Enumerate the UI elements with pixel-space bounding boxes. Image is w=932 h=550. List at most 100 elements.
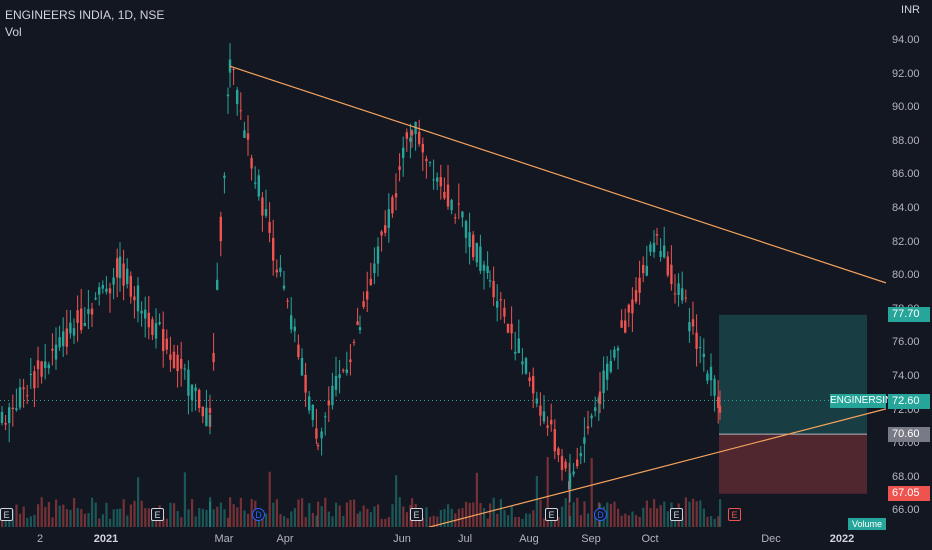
candle-body[interactable] (101, 285, 104, 289)
candle-body[interactable] (22, 387, 25, 390)
candle-body[interactable] (223, 175, 226, 178)
candle-body[interactable] (334, 375, 338, 390)
candle-body[interactable] (72, 328, 76, 336)
candle-body[interactable] (36, 360, 40, 370)
candle-body[interactable] (122, 263, 125, 286)
candle-body[interactable] (645, 265, 648, 276)
candle-body[interactable] (709, 366, 713, 381)
candle-body[interactable] (275, 269, 278, 273)
candle-body[interactable] (286, 300, 289, 302)
candle-body[interactable] (496, 301, 499, 308)
candle-body[interactable] (261, 197, 264, 216)
candle-body[interactable] (208, 408, 212, 414)
support-trendline[interactable] (425, 408, 886, 527)
candle-body[interactable] (572, 471, 575, 475)
candle-body[interactable] (421, 143, 424, 153)
candle-body[interactable] (83, 323, 86, 326)
candle-body[interactable] (158, 322, 161, 325)
candle-body[interactable] (180, 358, 183, 369)
candle-body[interactable] (532, 375, 535, 394)
candle-body[interactable] (684, 297, 687, 299)
candle-body[interactable] (172, 351, 176, 369)
candle-body[interactable] (212, 353, 215, 363)
candle-body[interactable] (133, 296, 136, 301)
candle-body[interactable] (503, 307, 506, 317)
candle-body[interactable] (250, 157, 253, 169)
earnings-upcoming-icon[interactable]: E (728, 508, 741, 521)
candle-body[interactable] (293, 326, 296, 332)
candle-body[interactable] (51, 348, 54, 351)
earnings-event-icon[interactable]: E (410, 508, 423, 521)
candle-body[interactable] (8, 407, 11, 424)
candle-body[interactable] (616, 348, 620, 351)
candle-body[interactable] (154, 323, 158, 339)
candle-body[interactable] (311, 404, 314, 420)
candle-body[interactable] (94, 297, 97, 300)
candle-body[interactable] (62, 331, 65, 347)
candle-body[interactable] (254, 182, 257, 184)
candle-body[interactable] (345, 369, 348, 373)
candle-body[interactable] (376, 246, 380, 264)
candle-body[interactable] (546, 425, 549, 428)
candle-body[interactable] (568, 473, 572, 490)
candle-body[interactable] (410, 130, 414, 136)
candle-body[interactable] (691, 319, 695, 327)
candle-body[interactable] (165, 338, 168, 350)
price-axis[interactable]: 94.00 92.00 90.00 88.00 86.00 84.00 82.00 80.00… (886, 0, 932, 550)
time-axis[interactable]: 2 2021 Mar Apr Jun Jul Aug Sep Oct Dec 2022 (0, 527, 886, 550)
candle-body[interactable] (315, 428, 318, 439)
candle-body[interactable] (695, 332, 698, 349)
candle-body[interactable] (464, 221, 468, 238)
candle-body[interactable] (18, 387, 22, 408)
candle-body[interactable] (183, 368, 186, 370)
candle-body[interactable] (528, 377, 531, 382)
candle-body[interactable] (387, 209, 390, 228)
candle-body[interactable] (418, 131, 421, 145)
candle-body[interactable] (272, 238, 275, 261)
candle-body[interactable] (304, 374, 307, 393)
candle-body[interactable] (479, 246, 482, 272)
candle-body[interactable] (586, 426, 590, 429)
candle-body[interactable] (439, 177, 442, 187)
candle-body[interactable] (87, 309, 90, 314)
candle-body[interactable] (535, 398, 538, 404)
candle-body[interactable] (655, 234, 659, 236)
candle-body[interactable] (557, 448, 560, 456)
candle-body[interactable] (116, 258, 119, 278)
candle-body[interactable] (688, 322, 691, 332)
candle-body[interactable] (681, 288, 684, 301)
candle-body[interactable] (454, 217, 457, 219)
candle-body[interactable] (33, 371, 36, 389)
candle-body[interactable] (26, 395, 29, 397)
candle-body[interactable] (553, 429, 556, 452)
candle-body[interactable] (677, 283, 680, 295)
candle-body[interactable] (105, 288, 108, 292)
candle-body[interactable] (402, 147, 405, 158)
candle-body[interactable] (29, 373, 32, 376)
candle-body[interactable] (521, 361, 524, 365)
candle-body[interactable] (659, 250, 662, 257)
candle-body[interactable] (228, 59, 232, 73)
candle-body[interactable] (620, 320, 623, 328)
candle-body[interactable] (316, 444, 320, 447)
candle-body[interactable] (98, 287, 101, 295)
candle-body[interactable] (54, 344, 58, 360)
candle-body[interactable] (634, 290, 638, 302)
candle-body[interactable] (631, 299, 634, 314)
candle-body[interactable] (550, 419, 553, 425)
profit-zone[interactable] (719, 314, 867, 435)
candle-body[interactable] (398, 166, 401, 170)
earnings-event-icon[interactable]: E (545, 508, 558, 521)
candle-body[interactable] (112, 277, 115, 285)
candle-body[interactable] (282, 285, 286, 289)
candle-body[interactable] (268, 221, 271, 233)
candle-body[interactable] (425, 158, 428, 162)
candle-body[interactable] (624, 320, 627, 333)
candle-body[interactable] (638, 277, 641, 293)
candle-body[interactable] (349, 359, 352, 363)
candle-body[interactable] (144, 309, 147, 319)
candle-body[interactable] (327, 400, 330, 406)
candle-body[interactable] (373, 263, 376, 274)
candle-body[interactable] (290, 315, 293, 330)
candle-body[interactable] (219, 216, 222, 242)
